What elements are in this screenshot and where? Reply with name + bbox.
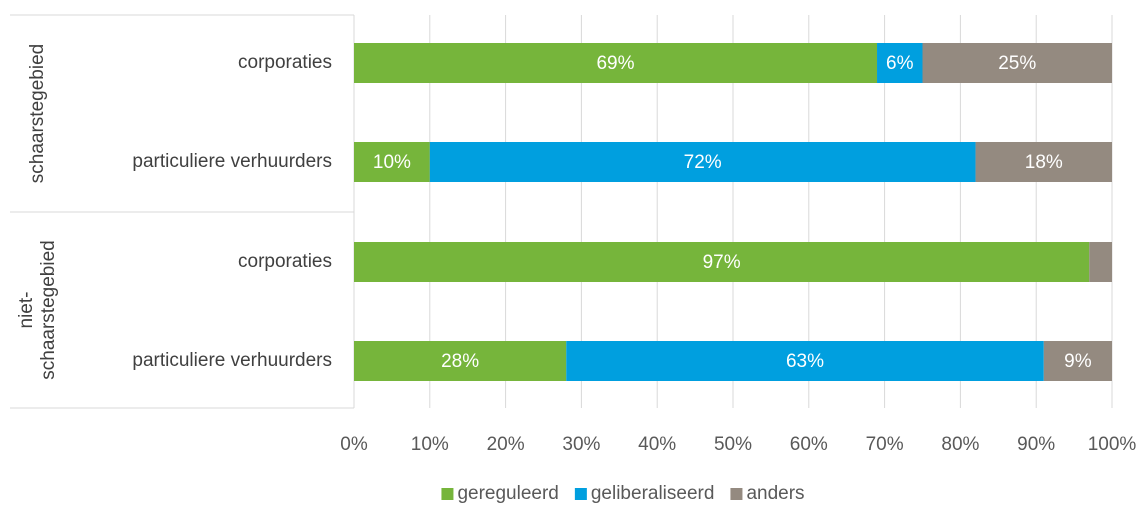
legend-label: anders (746, 483, 804, 504)
category-label: corporaties (238, 52, 332, 73)
x-tick-label: 50% (714, 434, 752, 455)
legend-swatch (574, 488, 587, 500)
category-labels: corporaties particuliere verhuurders corpo… (132, 52, 332, 371)
data-label: 18% (1025, 152, 1063, 173)
x-tick-label: 20% (487, 434, 525, 455)
legend-swatch (441, 488, 454, 500)
data-label: 28% (441, 351, 479, 372)
data-label: 10% (373, 152, 411, 173)
x-tick-label: 70% (866, 434, 904, 455)
x-tick-label: 30% (562, 434, 600, 455)
bar-data-labels: 69% 6% 25% 10% 72% 18% 97% 28% 63% 9% (373, 53, 1092, 372)
data-label: 72% (684, 152, 722, 173)
x-tick-label: 90% (1017, 434, 1055, 455)
bar-segment-anders (1043, 341, 1112, 381)
bars (354, 43, 1112, 381)
x-tick-label: 10% (411, 434, 449, 455)
bar-segment-anders (975, 142, 1112, 182)
x-axis-tick-labels: 0% 10% 20% 30% 40% 50% 60% 70% 80% 90% 100% (340, 434, 1136, 455)
x-tick-label: 100% (1088, 434, 1137, 455)
x-tick-label: 40% (638, 434, 676, 455)
group-label: niet- (16, 292, 37, 329)
data-label: 63% (786, 351, 824, 372)
bar-segment-anders (1089, 242, 1112, 282)
legend-label: geliberaliseerd (591, 483, 715, 504)
group-label: schaarstegebied (38, 240, 59, 379)
legend-item: anders (730, 483, 805, 504)
category-label: particuliere verhuurders (132, 350, 332, 371)
data-label: 69% (596, 53, 634, 74)
bar-segment-geliberaliseerd (429, 142, 976, 182)
legend-swatch (730, 488, 743, 500)
bar-segment-geliberaliseerd (566, 341, 1044, 381)
data-label: 97% (703, 252, 741, 273)
legend-label: gereguleerd (457, 483, 558, 504)
data-label: 9% (1064, 351, 1092, 372)
legend-item: gereguleerd (441, 483, 559, 504)
bar-segment-geliberaliseerd (877, 43, 923, 83)
group-label: schaarstegebied (27, 44, 48, 183)
bar-segment-anders (922, 43, 1112, 83)
bar-segment-gereguleerd (354, 43, 878, 83)
legend: gereguleerd geliberaliseerd anders (441, 483, 805, 504)
category-label: particuliere verhuurders (132, 151, 332, 172)
x-tick-label: 80% (941, 434, 979, 455)
category-label: corporaties (238, 251, 332, 272)
bar-segment-gereguleerd (354, 341, 567, 381)
bar-segment-gereguleerd (354, 242, 1090, 282)
data-label: 6% (886, 53, 914, 74)
x-tick-label: 60% (790, 434, 828, 455)
data-label: 25% (998, 53, 1036, 74)
x-tick-label: 0% (340, 434, 368, 455)
bar-segment-gereguleerd (354, 142, 430, 182)
legend-item: geliberaliseerd (574, 483, 715, 504)
